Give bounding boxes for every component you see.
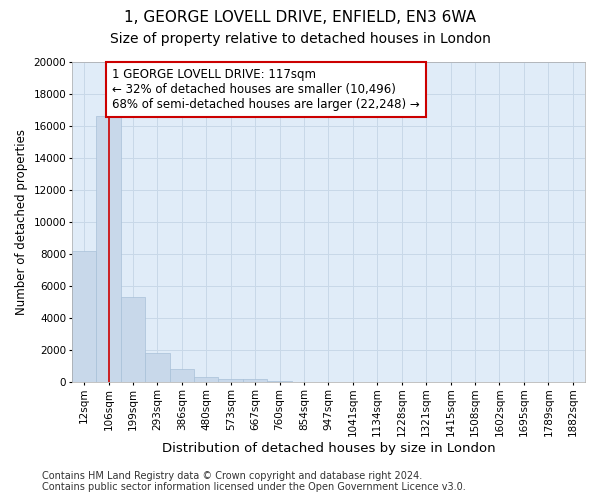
Y-axis label: Number of detached properties: Number of detached properties	[15, 129, 28, 315]
Text: 1, GEORGE LOVELL DRIVE, ENFIELD, EN3 6WA: 1, GEORGE LOVELL DRIVE, ENFIELD, EN3 6WA	[124, 10, 476, 25]
Text: Contains HM Land Registry data © Crown copyright and database right 2024.
Contai: Contains HM Land Registry data © Crown c…	[42, 471, 466, 492]
Text: Size of property relative to detached houses in London: Size of property relative to detached ho…	[110, 32, 490, 46]
Text: 1 GEORGE LOVELL DRIVE: 117sqm
← 32% of detached houses are smaller (10,496)
68% : 1 GEORGE LOVELL DRIVE: 117sqm ← 32% of d…	[112, 68, 420, 111]
Bar	[268, 380, 292, 382]
Bar	[194, 378, 218, 382]
X-axis label: Distribution of detached houses by size in London: Distribution of detached houses by size …	[161, 442, 495, 455]
Bar	[121, 297, 145, 382]
Bar	[72, 250, 96, 382]
Bar	[170, 370, 194, 382]
Bar	[243, 379, 268, 382]
Bar	[218, 379, 243, 382]
Bar	[145, 354, 170, 382]
Bar	[96, 116, 121, 382]
